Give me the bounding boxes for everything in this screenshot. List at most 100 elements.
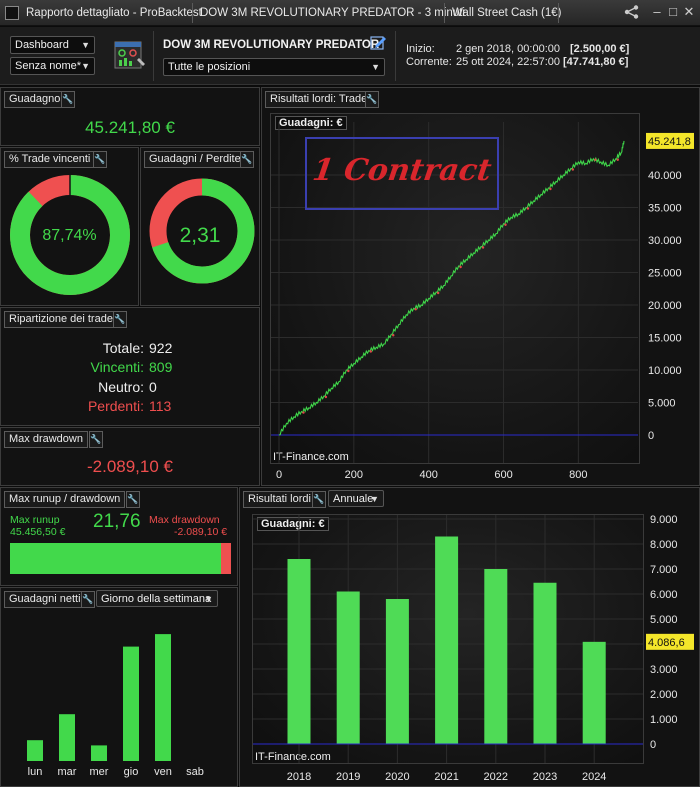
runup-value: 45.456,50 € [10,526,66,538]
runup-bar-fill [10,543,222,574]
close-icon[interactable]: ✕ [683,4,695,19]
maximize-icon[interactable]: □ [669,4,677,19]
yearly-chart-svg: 01.0002.0003.0004.0005.0006.0007.0008.00… [253,514,694,783]
gain-value: 45.241,80 € [85,118,175,137]
share-icon[interactable] [624,5,639,19]
win-label: Vincenti: [90,359,144,376]
x-tick-label: 2021 [434,771,458,783]
trade-chart-svg: 0 5.000 10.000 15.000 20.000 25.000 30.000 35.0… [271,122,694,481]
x-tick-label: 2020 [385,771,409,783]
wrench-icon[interactable]: 🔧 [61,91,75,108]
loss-marker [504,223,507,226]
weekday-bar [59,714,75,761]
x-tick-label: gio [124,766,139,778]
loss-marker [347,369,350,373]
runup-bar [10,543,231,574]
loss-label: Perdenti: [87,397,144,414]
weekday-bar [91,745,107,761]
yearly-period-select[interactable]: Annuale ▼ [328,490,384,507]
view-select[interactable]: Dashboard ▼ [10,36,95,54]
yearly-chart-credit: IT-Finance.com [255,751,331,763]
total-value: 922 [149,340,173,356]
y-tick-label: 10.000 [648,365,682,377]
chevron-down-icon: ▼ [370,494,379,504]
current-date: 25 ott 2024, 22:57:00 [456,56,560,68]
start-label: Inizio: [406,43,435,55]
x-tick-label: 0 [276,469,282,481]
wrench-icon[interactable]: 🔧 [113,311,127,328]
wrench-icon[interactable]: 🔧 [365,91,379,108]
y-tick-label: 9.000 [650,514,678,526]
wrench-icon[interactable]: 🔧 [240,151,254,168]
minimize-icon[interactable]: ‒ [653,4,661,19]
wrench-icon[interactable]: 🔧 [312,491,326,508]
winrate-value: 87,74% [42,227,97,244]
year-bar [484,569,508,744]
y-tick-label: 20.000 [648,300,682,312]
year-bar [582,641,606,744]
y-tick-label: 30.000 [648,235,682,247]
loss-marker [392,334,395,337]
year-bar [385,599,409,744]
strategy-name: DOW 3M REVOLUTIONARY PREDATOR [163,39,380,51]
position-select-value: Tutte le posizioni [168,61,251,73]
wrench-icon[interactable]: 🔧 [89,431,103,448]
y-tick-label: 3.000 [650,664,678,676]
runup-label: Max runup [10,514,60,526]
annotation-box: 1 Contract [305,137,499,210]
app-title: Rapporto dettagliato - ProBacktest [26,7,202,19]
last-value-label: 45.241,8 [648,136,691,148]
x-tick-label: mer [90,766,109,778]
wrench-icon[interactable]: 🔧 [93,151,107,168]
start-capital: [2.500,00 €] [570,43,630,55]
ratio-gain-arc [149,178,255,284]
report-icon[interactable] [113,40,147,72]
last-value-tag [646,132,694,149]
x-tick-label: 2023 [533,771,557,783]
weekday-period-select[interactable]: Giorno della settimana ▼ [96,590,218,607]
year-bar [533,582,557,744]
weekday-chart-svg: lun mar mer gio ven sab [27,634,204,778]
x-tick-label: 600 [494,469,512,481]
instrument-tab[interactable]: Wall Street Cash (1€) [452,7,562,19]
annotation-text: 1 Contract [310,153,494,188]
win-value: 809 [149,359,173,376]
loss-marker [594,158,597,161]
yearly-panel: Risultati lordi 🔧 Annuale ▼ Guadagni: € I… [239,487,700,787]
loss-marker [481,246,485,249]
start-date: 2 gen 2018, 00:00:00 [456,43,560,55]
breakdown-panel: Ripartizione dei trade 🔧 Totale: Vincent… [0,307,260,426]
loss-value: 113 [149,397,172,414]
current-capital: [47.741,80 €] [563,56,629,68]
loss-marker [571,168,575,171]
wrench-icon[interactable]: 🔧 [81,591,95,608]
loss-marker [324,395,328,399]
x-tick-label: lun [28,766,43,778]
loss-marker [616,158,619,161]
y-tick-label: 5.000 [648,398,676,410]
drawdown-panel-title: Max drawdown [4,431,88,448]
runup-panel: Max runup / drawdown 🔧 Max runup 45.456,… [0,487,238,586]
edit-icon[interactable] [370,35,388,51]
y-tick-label: 40.000 [648,170,682,182]
position-select[interactable]: Tutte le posizioni ▼ [163,58,385,76]
view-select-value: Dashboard [15,39,69,51]
x-tick-label: 2019 [336,771,360,783]
app-logo-icon [5,6,19,20]
ratio-panel: Guadagni / Perdite 🔧 2,31 [140,147,260,306]
toolbar: Dashboard ▼ Senza nome* ▼ DOW 3M REVOLUTIO… [0,27,700,85]
trade-chart-tag: Guadagni: € [275,116,347,130]
winrate-panel: % Trade vincenti 🔧 87,74% [0,147,139,306]
runup-panel-title: Max runup / drawdown [4,491,126,508]
wrench-icon[interactable]: 🔧 [126,491,140,508]
ratio-panel-title: Guadagni / Perdite [144,151,246,168]
last-value-label: 4.086,6 [648,637,685,649]
strategy-tab[interactable]: DOW 3M REVOLUTIONARY PREDATOR - 3 minuti [200,7,465,19]
yearly-period-value: Annuale [333,493,374,505]
year-bar [336,591,360,744]
chevron-down-icon: ▼ [204,594,213,604]
y-tick-label: 15.000 [648,333,682,345]
y-tick-label: 0 [648,430,654,442]
x-tick-label: 800 [569,469,587,481]
name-select[interactable]: Senza nome* ▼ [10,57,95,75]
